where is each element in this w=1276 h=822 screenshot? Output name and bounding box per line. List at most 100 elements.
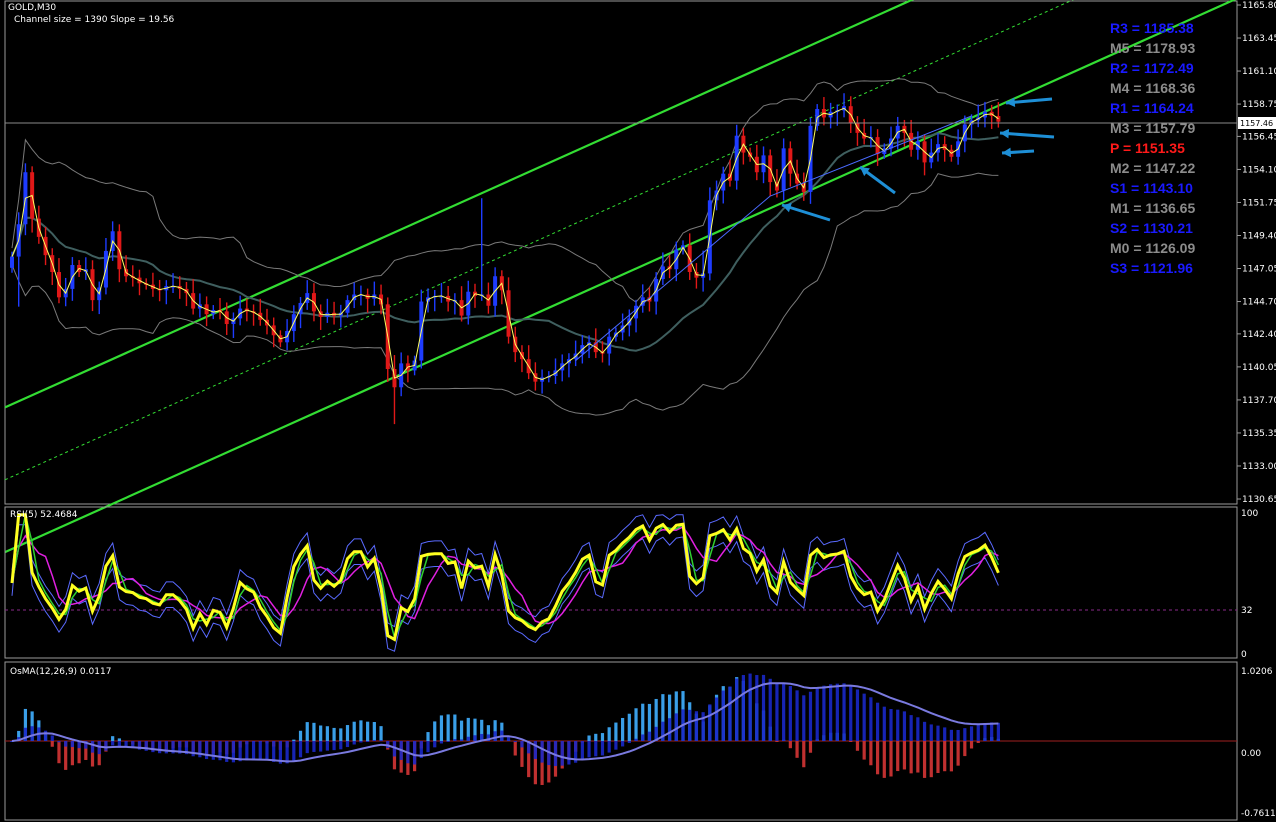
- price-tick-label: 1151.75: [1242, 198, 1276, 208]
- macd-bar: [84, 741, 88, 749]
- osma-bar: [788, 741, 792, 749]
- macd-bar: [178, 741, 182, 754]
- osma-bar: [949, 741, 953, 772]
- price-tick-label: 1165.80: [1242, 1, 1276, 11]
- pivot-label: S3 = 1121.96: [1110, 260, 1193, 276]
- macd-bar: [426, 741, 430, 753]
- osma-bar: [111, 736, 115, 741]
- macd-bar: [721, 690, 725, 741]
- macd-bar: [480, 733, 484, 741]
- macd-bar: [580, 741, 584, 761]
- macd-bar: [701, 712, 705, 741]
- macd-bar: [30, 726, 34, 741]
- macd-bar: [493, 731, 497, 741]
- osma-bar: [372, 722, 376, 741]
- pivot-label: R3 = 1185.38: [1110, 20, 1194, 36]
- osma-bar: [849, 741, 853, 742]
- pivot-label: M5 = 1178.93: [1110, 40, 1195, 56]
- macd-bar: [459, 739, 464, 741]
- rsi-panel[interactable]: RSI(5) 52.4684 100 32 0: [4, 506, 1258, 660]
- osma-tick-top: 1.0206: [1241, 667, 1273, 677]
- osma-bar: [922, 741, 927, 778]
- macd-bar: [916, 717, 920, 741]
- macd-bar: [761, 674, 766, 741]
- macd-bar: [419, 741, 423, 758]
- osma-bar: [943, 741, 947, 772]
- macd-bar: [117, 741, 121, 747]
- macd-bar: [527, 741, 531, 754]
- macd-bar: [439, 741, 444, 744]
- macd-bar: [433, 741, 437, 748]
- macd-bar: [855, 689, 860, 741]
- macd-bar: [453, 739, 457, 741]
- osma-tick-zero: 0.00: [1241, 749, 1261, 759]
- osma-bar: [17, 730, 21, 741]
- macd-bar: [768, 678, 772, 741]
- osma-bar: [319, 725, 323, 741]
- macd-bar: [869, 697, 873, 741]
- macd-bar: [956, 729, 960, 741]
- macd-bar: [70, 741, 74, 748]
- pivot-label: R2 = 1172.49: [1110, 60, 1194, 76]
- macd-bar: [849, 685, 853, 741]
- osma-bar: [480, 719, 484, 741]
- pivot-label: M1 = 1136.65: [1110, 200, 1195, 216]
- macd-bar: [963, 728, 967, 741]
- osma-bar: [641, 703, 645, 741]
- macd-bar: [198, 741, 202, 758]
- macd-bar: [413, 741, 417, 765]
- osma-bar: [875, 741, 880, 775]
- osma-bar: [808, 741, 813, 753]
- macd-bar: [64, 741, 68, 747]
- osma-bar: [453, 714, 457, 741]
- macd-bar: [990, 722, 994, 741]
- macd-bar: [211, 741, 215, 760]
- osma-bar: [70, 741, 74, 766]
- price-panel[interactable]: GOLD,M30 Channel size = 1390 Slope = 19.…: [4, 0, 1276, 554]
- osma-bar: [292, 739, 296, 741]
- macd-bar: [339, 741, 343, 750]
- osma-bar: [627, 713, 631, 741]
- macd-bar: [842, 683, 846, 741]
- osma-bar: [23, 708, 28, 741]
- pivot-label: M3 = 1157.79: [1110, 120, 1195, 136]
- macd-bar: [822, 685, 826, 741]
- macd-bar: [815, 687, 819, 741]
- osma-bar: [647, 703, 652, 741]
- macd-bar: [111, 741, 115, 746]
- macd-bar: [265, 741, 269, 761]
- macd-bar: [204, 741, 209, 760]
- macd-bar: [446, 741, 450, 742]
- macd-bar: [312, 741, 316, 752]
- macd-bar: [574, 741, 578, 763]
- macd-bar: [43, 730, 48, 741]
- macd-bar: [634, 738, 638, 741]
- osma-panel[interactable]: OsMA(12,26,9) 0.0117 1.0206 0.00 -0.7611: [4, 661, 1276, 821]
- price-tick-label: 1158.75: [1242, 100, 1276, 110]
- channel-lower-line: [4, 0, 1237, 554]
- price-tick-label: 1154.10: [1242, 165, 1276, 175]
- osma-bar: [345, 725, 350, 741]
- macd-bar: [272, 741, 276, 762]
- osma-bar: [855, 741, 860, 751]
- osma-bar: [433, 721, 437, 741]
- macd-bar: [540, 741, 544, 763]
- osma-bar: [634, 708, 638, 741]
- price-tick-label: 1130.65: [1242, 495, 1276, 505]
- macd-bar: [104, 741, 108, 751]
- macd-bar: [231, 741, 236, 763]
- osma-bar: [312, 722, 316, 741]
- osma-bar: [661, 694, 665, 741]
- pivot-label: R1 = 1164.24: [1110, 100, 1194, 116]
- osma-bar: [600, 733, 605, 741]
- macd-bar: [775, 683, 779, 741]
- macd-bar: [77, 741, 81, 749]
- macd-bar: [366, 741, 370, 742]
- macd-bar: [352, 741, 356, 745]
- osma-title: OsMA(12,26,9) 0.0117: [10, 667, 111, 677]
- macd-bar: [520, 741, 524, 748]
- osma-bar: [77, 741, 81, 764]
- macd-bar: [332, 741, 336, 751]
- macd-bar: [486, 734, 491, 741]
